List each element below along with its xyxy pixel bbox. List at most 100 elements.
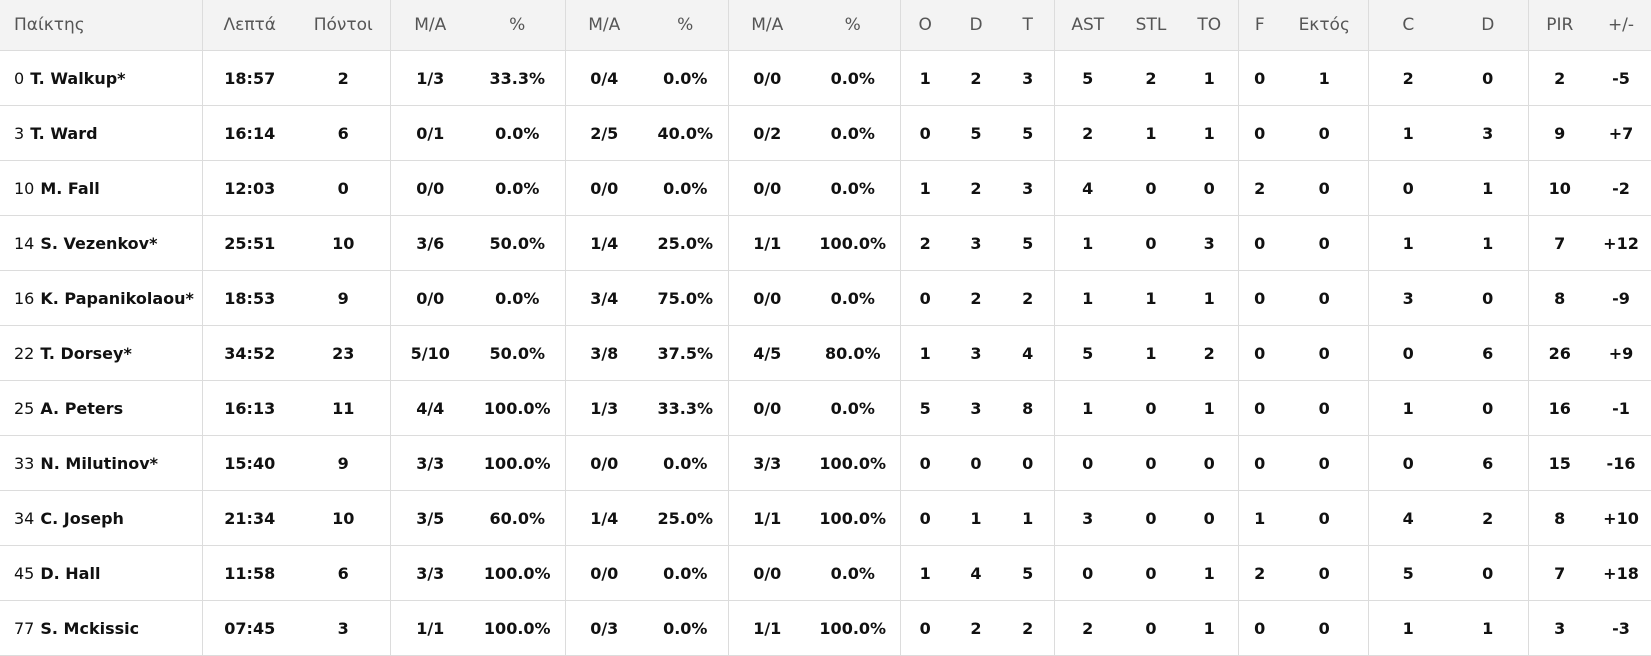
column-header-fg2-pct[interactable]: % xyxy=(470,0,566,51)
column-header-total-rebounds[interactable]: T xyxy=(1002,0,1055,51)
column-header-minutes[interactable]: Λεπτά xyxy=(202,0,297,51)
stat-pir: 16 xyxy=(1528,380,1591,436)
player-cell: 33 N. Milutinov* xyxy=(0,435,203,491)
stat-fg3-pct: 0.0% xyxy=(643,435,729,491)
column-header-ft-pct[interactable]: % xyxy=(806,0,901,51)
player-name-link[interactable]: C. Joseph xyxy=(40,508,124,528)
player-name-link[interactable]: T. Walkup* xyxy=(30,68,126,88)
column-header-offensive-rebounds[interactable]: O xyxy=(900,0,950,51)
player-cell: 25 A. Peters xyxy=(0,380,203,436)
stat-plus-minus: -5 xyxy=(1591,50,1651,106)
column-header-blocks[interactable]: C xyxy=(1368,0,1448,51)
column-header-fouls[interactable]: F xyxy=(1238,0,1281,51)
stat-pir: 3 xyxy=(1528,600,1591,656)
stat-fouls: 0 xyxy=(1238,600,1281,656)
stat-total-rebounds: 5 xyxy=(1002,545,1055,601)
stat-ft-made-attempted: 3/3 xyxy=(728,435,806,491)
stat-fg3-made-attempted: 0/0 xyxy=(565,160,643,216)
stat-total-rebounds: 4 xyxy=(1002,325,1055,381)
stat-defensive-rebounds: 1 xyxy=(950,490,1002,546)
player-name-link[interactable]: N. Milutinov* xyxy=(40,453,158,473)
stat-assists: 5 xyxy=(1054,50,1121,106)
player-name-link[interactable]: A. Peters xyxy=(40,398,124,418)
player-name-link[interactable]: K. Papanikolaou* xyxy=(40,288,194,308)
stat-offensive-rebounds: 0 xyxy=(900,105,950,161)
stat-fg3-made-attempted: 1/4 xyxy=(565,215,643,271)
player-name-link[interactable]: S. Vezenkov* xyxy=(40,233,158,253)
stat-fg2-made-attempted: 5/10 xyxy=(390,325,470,381)
column-header-steals[interactable]: STL xyxy=(1121,0,1181,51)
stat-blocks: 1 xyxy=(1368,380,1448,436)
stat-fouls-drawn: 0 xyxy=(1281,490,1369,546)
stat-fg3-pct: 0.0% xyxy=(643,160,729,216)
column-header-ft-made-attempted[interactable]: Μ/Α xyxy=(728,0,806,51)
stat-fg3-made-attempted: 0/4 xyxy=(565,50,643,106)
stat-turnovers: 0 xyxy=(1181,490,1239,546)
stat-points: 11 xyxy=(297,380,391,436)
player-name-link[interactable]: S. Mckissic xyxy=(40,618,140,638)
stat-defensive-rebounds: 2 xyxy=(950,50,1002,106)
column-header-points[interactable]: Πόντοι xyxy=(297,0,391,51)
stat-fouls: 2 xyxy=(1238,545,1281,601)
stat-points: 0 xyxy=(297,160,391,216)
column-header-assists[interactable]: AST xyxy=(1054,0,1121,51)
stat-assists: 1 xyxy=(1054,270,1121,326)
column-header-player[interactable]: Παίκτης xyxy=(0,0,203,51)
stat-steals: 0 xyxy=(1121,435,1181,491)
player-name-link[interactable]: M. Fall xyxy=(40,178,100,198)
stat-assists: 1 xyxy=(1054,380,1121,436)
column-header-fg2-made-attempted[interactable]: Μ/Α xyxy=(390,0,470,51)
stat-fouls-drawn: 0 xyxy=(1281,435,1369,491)
stat-fg3-made-attempted: 0/3 xyxy=(565,600,643,656)
column-header-turnovers[interactable]: TO xyxy=(1181,0,1239,51)
stat-defensive-rebounds: 5 xyxy=(950,105,1002,161)
stat-blocks: 1 xyxy=(1368,600,1448,656)
stat-steals: 2 xyxy=(1121,50,1181,106)
player-name-link[interactable]: D. Hall xyxy=(40,563,101,583)
stat-pir: 9 xyxy=(1528,105,1591,161)
stat-fouls-drawn: 0 xyxy=(1281,325,1369,381)
column-header-plus-minus[interactable]: +/- xyxy=(1591,0,1651,51)
stat-steals: 1 xyxy=(1121,105,1181,161)
column-header-pir[interactable]: PIR xyxy=(1528,0,1591,51)
player-cell: 3 T. Ward xyxy=(0,105,203,161)
stat-steals: 1 xyxy=(1121,270,1181,326)
stat-points: 6 xyxy=(297,105,391,161)
stat-fouls-drawn: 1 xyxy=(1281,50,1369,106)
stat-fg3-pct: 37.5% xyxy=(643,325,729,381)
column-header-blocks-against[interactable]: D xyxy=(1448,0,1529,51)
stat-offensive-rebounds: 2 xyxy=(900,215,950,271)
stat-defensive-rebounds: 4 xyxy=(950,545,1002,601)
stat-blocks: 1 xyxy=(1368,215,1448,271)
stat-points: 2 xyxy=(297,50,391,106)
column-header-defensive-rebounds[interactable]: D xyxy=(950,0,1002,51)
stat-pir: 10 xyxy=(1528,160,1591,216)
stat-total-rebounds: 5 xyxy=(1002,105,1055,161)
header-row: Παίκτης Λεπτά Πόντοι Μ/Α% Μ/Α% Μ/Α% O D T AST STL T… xyxy=(0,0,1651,51)
stat-minutes: 07:45 xyxy=(202,600,297,656)
column-header-fouls-drawn[interactable]: Εκτός xyxy=(1281,0,1369,51)
column-header-fg3-made-attempted[interactable]: Μ/Α xyxy=(565,0,643,51)
stat-blocks-against: 0 xyxy=(1448,50,1529,106)
player-number: 16 xyxy=(14,288,35,308)
stat-ft-made-attempted: 1/1 xyxy=(728,215,806,271)
player-number: 22 xyxy=(14,343,35,363)
stat-offensive-rebounds: 0 xyxy=(900,600,950,656)
stat-defensive-rebounds: 3 xyxy=(950,325,1002,381)
player-name-link[interactable]: T. Ward xyxy=(30,123,98,143)
table-row: 16 K. Papanikolaou* 18:53 9 0/0 0.0% 3/4 75.0% 0… xyxy=(0,270,1651,326)
stat-fg2-made-attempted: 3/3 xyxy=(390,435,470,491)
player-number: 45 xyxy=(14,563,35,583)
stat-fouls: 2 xyxy=(1238,160,1281,216)
stat-total-rebounds: 1 xyxy=(1002,490,1055,546)
stat-fg2-pct: 100.0% xyxy=(470,380,566,436)
stat-ft-made-attempted: 1/1 xyxy=(728,600,806,656)
stat-fouls: 0 xyxy=(1238,270,1281,326)
stat-fouls-drawn: 0 xyxy=(1281,105,1369,161)
table-row: 33 N. Milutinov* 15:40 9 3/3 100.0% 0/0 0.0% 3/3… xyxy=(0,435,1651,491)
player-cell: 77 S. Mckissic xyxy=(0,600,203,656)
stat-minutes: 16:14 xyxy=(202,105,297,161)
column-header-fg3-pct[interactable]: % xyxy=(643,0,729,51)
player-name-link[interactable]: T. Dorsey* xyxy=(40,343,132,363)
stat-fg3-made-attempted: 3/4 xyxy=(565,270,643,326)
